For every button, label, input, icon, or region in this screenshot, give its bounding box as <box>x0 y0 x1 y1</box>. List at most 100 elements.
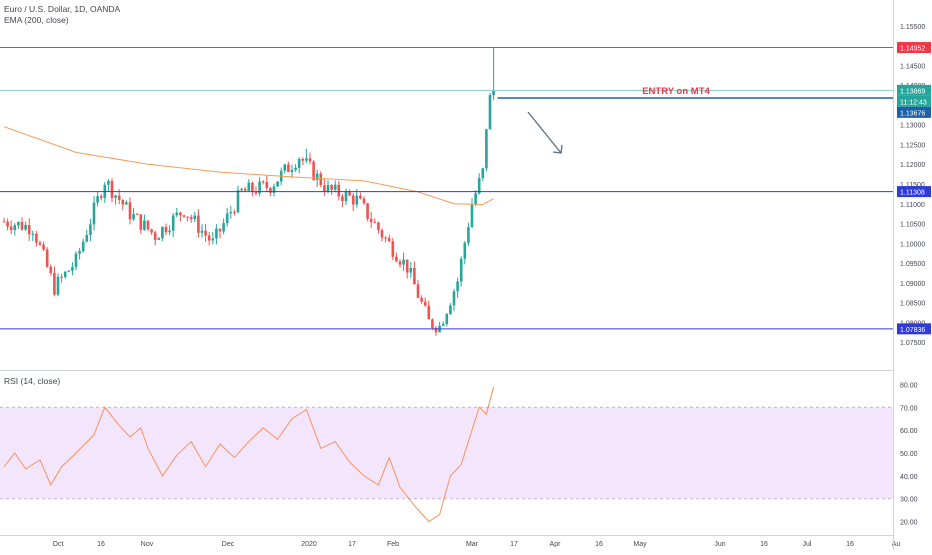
candle-body <box>474 193 477 205</box>
candle-body <box>481 168 485 179</box>
candle-body <box>42 244 45 250</box>
candle-body <box>27 224 31 235</box>
time-tick-label: 16 <box>97 541 105 548</box>
candle-body <box>319 173 323 186</box>
candle-body <box>211 238 215 241</box>
support-low-price-tag-bg <box>897 323 931 335</box>
candle-body <box>355 195 359 205</box>
candle-body <box>117 195 121 200</box>
candle-body <box>362 198 366 204</box>
price-tick-label: 1.15500 <box>900 24 925 31</box>
rsi-tick-label: 40.00 <box>900 474 918 481</box>
entry-price-tag: 1.13676 <box>900 110 925 117</box>
candle-body <box>308 158 312 162</box>
candle-body <box>175 212 179 216</box>
candle-body <box>99 196 103 199</box>
candle-body <box>197 215 200 233</box>
candle-body <box>449 305 452 315</box>
countdown-tag-bg <box>897 95 931 107</box>
candle-body <box>236 190 240 213</box>
candle-body <box>441 324 445 326</box>
rsi-tick-label: 80.00 <box>900 382 918 389</box>
arrow-shaft <box>527 111 562 154</box>
candle-body <box>344 192 348 202</box>
price-tick-label: 1.12500 <box>900 142 925 149</box>
time-tick-label: May <box>633 541 647 548</box>
time-tick-label: Dec <box>222 541 235 548</box>
support-mid-price-tag-bg <box>897 186 931 198</box>
price-tick-label: 1.07500 <box>900 340 925 347</box>
candle-body <box>107 180 110 185</box>
candle-body <box>384 237 387 239</box>
resistance-price-tag: 1.14952 <box>900 46 925 53</box>
entry-price-tag-bg <box>897 106 931 118</box>
candle-body <box>20 221 24 230</box>
candle-body <box>121 199 125 205</box>
price-tick-label: 1.09000 <box>900 281 925 288</box>
time-tick-label: Jul <box>803 541 812 548</box>
candle-body <box>125 202 128 205</box>
candle-body <box>53 273 56 295</box>
rsi-tick-label: 20.00 <box>900 520 918 527</box>
candle-body <box>222 223 225 232</box>
candle-body <box>416 284 420 298</box>
candle-body <box>290 169 294 173</box>
candle-body <box>427 305 431 320</box>
candle-body <box>395 256 398 262</box>
price-tick-label: 1.09500 <box>900 261 925 268</box>
candle-body <box>431 319 434 328</box>
support-low-price-tag: 1.07836 <box>900 327 925 334</box>
candle-body <box>92 202 96 225</box>
candle-body <box>233 212 236 214</box>
candle-body <box>110 180 114 198</box>
candle-body <box>35 233 38 243</box>
candle-body <box>9 226 13 231</box>
candle-body <box>409 268 413 273</box>
candle-body <box>179 212 182 216</box>
rsi-tick-label: 30.00 <box>900 497 918 504</box>
time-tick-label: 2020 <box>301 541 317 548</box>
candle-body <box>330 185 333 190</box>
candle-body <box>229 212 233 214</box>
candle-body <box>269 188 272 193</box>
candle-body <box>297 158 301 168</box>
candle-body <box>398 261 402 265</box>
candle-body <box>276 181 279 187</box>
arrow-head <box>552 144 563 154</box>
last-price-tag-bg <box>897 84 931 96</box>
candle-body <box>49 266 53 274</box>
candle-body <box>456 281 459 292</box>
candle-body <box>218 228 222 232</box>
support-mid-price-tag: 1.11308 <box>900 190 925 197</box>
time-tick-label: Feb <box>387 541 399 548</box>
entry-annotation: ENTRY on MT4 <box>642 86 710 97</box>
candle-body <box>186 216 189 218</box>
candle-body <box>164 226 168 233</box>
candle-body <box>60 276 63 278</box>
candle-body <box>139 214 143 230</box>
candle-body <box>337 184 341 197</box>
candle-body <box>114 195 117 198</box>
candle-body <box>463 242 467 259</box>
candle-body <box>369 218 373 223</box>
time-tick-label: Nov <box>141 541 154 548</box>
candle-body <box>135 214 139 216</box>
resistance-price-tag-bg <box>897 42 931 54</box>
candle-body <box>348 192 351 196</box>
candle-body <box>326 185 330 192</box>
candle-body <box>359 195 362 199</box>
candle-body <box>387 238 391 242</box>
time-tick-label: Oct <box>53 541 64 548</box>
rsi-tick-label: 60.00 <box>900 428 918 435</box>
candle-body <box>171 215 175 231</box>
candle-body <box>287 164 290 173</box>
candle-body <box>157 238 161 240</box>
candle-body <box>24 224 27 230</box>
candle-body <box>459 258 463 282</box>
candle-body <box>366 203 369 219</box>
candle-body <box>467 227 470 243</box>
time-tick-label: 16 <box>595 541 603 548</box>
rsi-line <box>3 386 495 523</box>
